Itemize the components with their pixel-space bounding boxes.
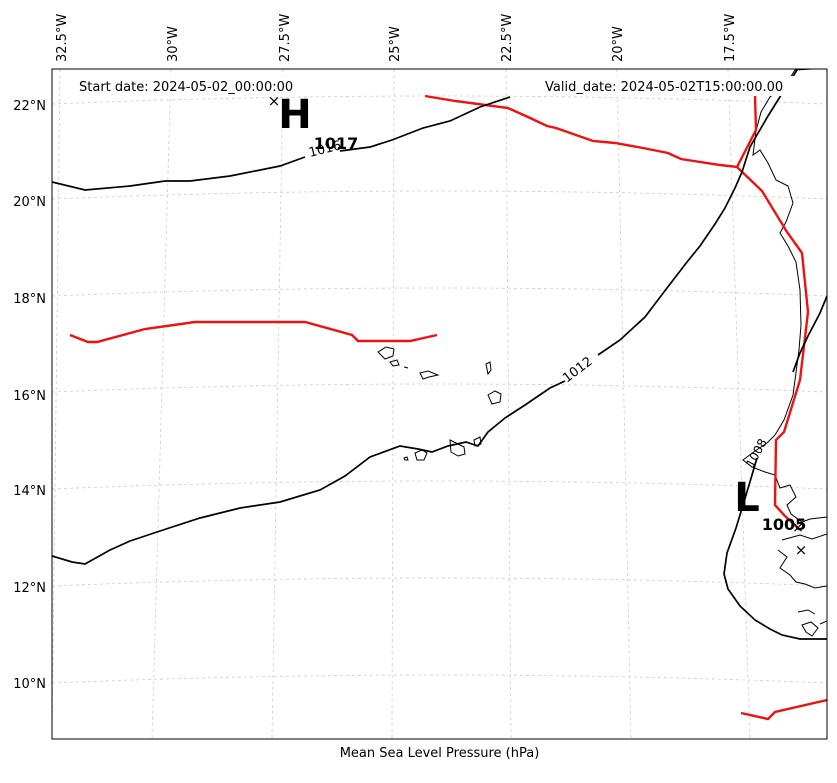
lon-tick-label: 17.5°W [723,14,738,62]
graticule [52,69,827,739]
track-south [740,698,827,721]
island-santiago [449,439,466,457]
start-date-text: Start date: 2024-05-02_00:00:00 [79,80,293,95]
track-atlantic [69,320,438,344]
lat-tick-label: 20°N [13,195,46,210]
isobar-label: 1012 [560,354,595,386]
low-pressure-symbol: L [734,475,760,521]
lon-tick-label: 25°W [388,26,403,62]
track-north [424,94,758,169]
latitude-ticks: 22°N 20°N 18°N 16°N 14°N 12°N 10°N [13,99,46,692]
lon-tick-label: 27.5°W [278,14,293,62]
island-boa-vista [487,390,502,405]
map-caption: Mean Sea Level Pressure (hPa) [339,746,540,761]
lon-tick-label: 30°W [166,26,181,62]
isobar-1012 [52,69,798,565]
track-coast [736,166,810,531]
red-tracks [69,94,827,721]
start-date-bg [76,76,314,96]
lon-tick-label: 22.5°W [500,14,515,62]
valid-date-bg [542,76,804,96]
low-track-marker: × [792,520,804,536]
island-santo-antao [377,346,395,360]
isobar-1008 [723,457,827,640]
low-pressure-value: 1005 [762,515,807,534]
lat-tick-label: 18°N [13,292,46,307]
lon-tick-label: 20°W [611,26,626,62]
low-center-marker: × [795,541,808,559]
island-fogo [414,449,428,461]
island-sao-nicolau [419,370,440,380]
lat-tick-label: 22°N [13,99,46,114]
island-sal [485,361,492,376]
isobar-1016 [52,96,511,191]
isobar-right [792,295,827,373]
lat-tick-label: 12°N [13,581,46,596]
lon-tick-label: 32.5°W [55,14,70,62]
island-sao-vicente [389,359,400,367]
high-pressure-symbol: H [278,92,311,138]
high-center-marker: × [268,92,281,110]
isobars [52,69,827,640]
lat-tick-label: 16°N [13,389,46,404]
valid-date-text: Valid_date: 2024-05-02T15:00:00.00 [545,80,783,95]
isobar-label: 1008 [743,436,770,470]
island-brava [403,456,409,461]
africa-coast [742,69,827,637]
high-pressure-value: 1017 [314,134,359,153]
island-santa-luzia [403,366,409,369]
longitude-ticks: 32.5°W 30°W 27.5°W 25°W 22.5°W 20°W 17.5… [55,14,738,62]
lat-tick-label: 10°N [13,677,46,692]
coastlines [377,69,827,637]
map-frame [51,68,828,740]
lat-tick-label: 14°N [13,484,46,499]
